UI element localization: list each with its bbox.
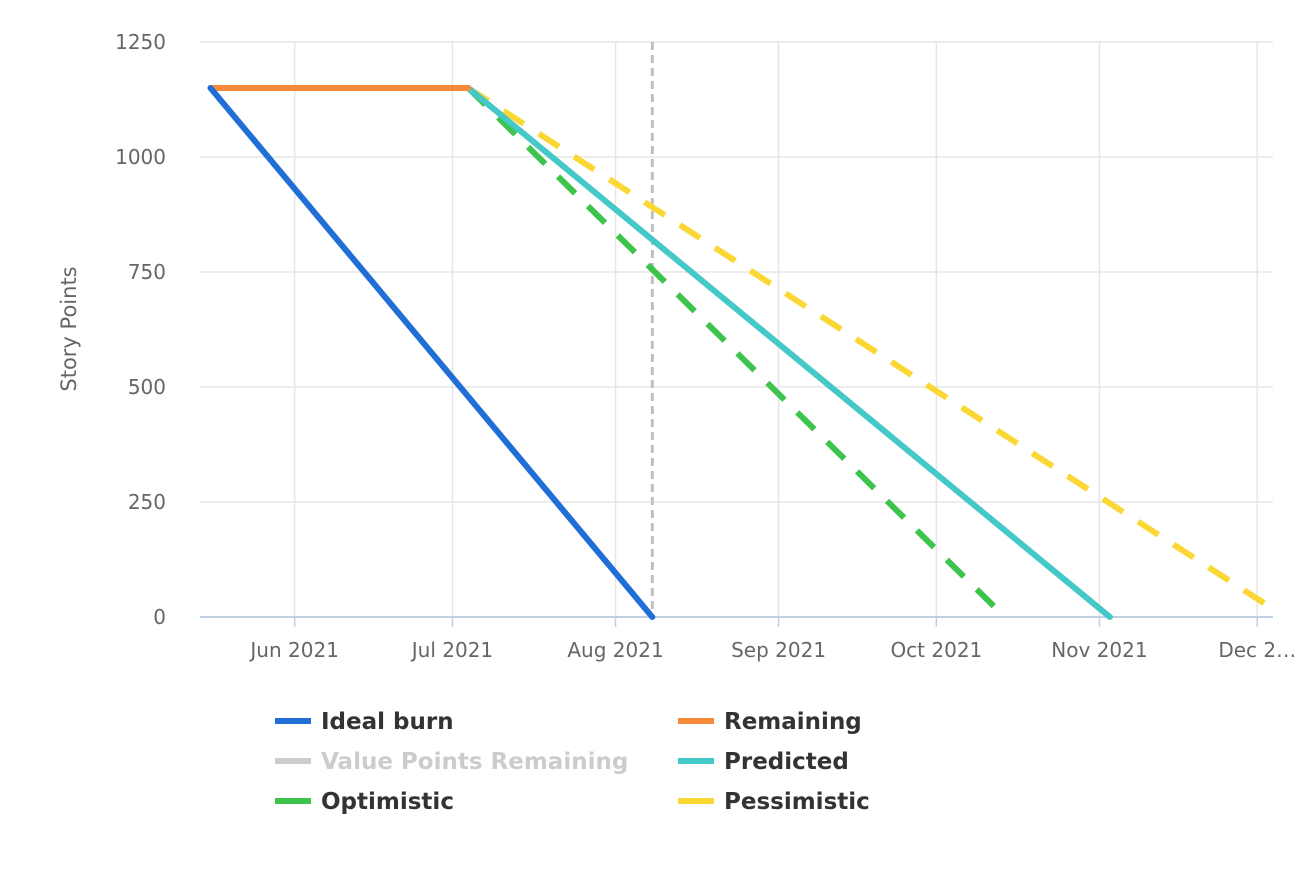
y-axis-title: Story Points xyxy=(57,266,81,391)
legend-label: Predicted xyxy=(724,749,849,775)
legend-label: Optimistic xyxy=(321,789,454,815)
legend: Ideal burn Remaining Value Points Remainin… xyxy=(275,709,870,815)
grid-layer xyxy=(200,41,1273,617)
legend-item-predicted[interactable]: Predicted xyxy=(678,749,849,775)
legend-label: Ideal burn xyxy=(321,709,454,735)
y-tick-label: 1250 xyxy=(115,30,166,54)
series-line-ideal-burn xyxy=(207,85,656,620)
legend-label: Value Points Remaining xyxy=(321,749,628,775)
legend-label: Remaining xyxy=(724,709,862,735)
y-tick-label: 750 xyxy=(128,260,166,284)
legend-item-remaining[interactable]: Remaining xyxy=(678,709,862,735)
legend-item-ideal-burn[interactable]: Ideal burn xyxy=(275,709,454,735)
x-tick-label: Dec 2… xyxy=(1218,638,1296,662)
series-line-predicted xyxy=(465,85,1113,620)
x-tick-label: Nov 2021 xyxy=(1051,638,1147,662)
y-tick-label: 500 xyxy=(128,375,166,399)
y-tick-label: 1000 xyxy=(115,145,166,169)
series-layer xyxy=(207,42,1270,620)
legend-item-optimistic[interactable]: Optimistic xyxy=(275,789,454,815)
legend-item-value-points-remaining[interactable]: Value Points Remaining xyxy=(275,749,628,775)
x-tick-label: Aug 2021 xyxy=(567,638,663,662)
y-tick-label: 0 xyxy=(153,605,166,629)
series-line-optimistic xyxy=(466,85,1007,620)
legend-label: Pessimistic xyxy=(724,789,870,815)
x-tick-label: Sep 2021 xyxy=(731,638,826,662)
y-tick-label: 250 xyxy=(128,490,166,514)
x-tick-label: Jul 2021 xyxy=(410,638,493,662)
axis-layer: 0 250 500 750 1000 1250 Jun 2021 Jul 2021 Aug 20… xyxy=(115,30,1296,662)
legend-item-pessimistic[interactable]: Pessimistic xyxy=(678,789,870,815)
x-tick-label: Oct 2021 xyxy=(890,638,982,662)
x-tick-label: Jun 2021 xyxy=(248,638,339,662)
series-line-pessimistic xyxy=(466,85,1270,609)
